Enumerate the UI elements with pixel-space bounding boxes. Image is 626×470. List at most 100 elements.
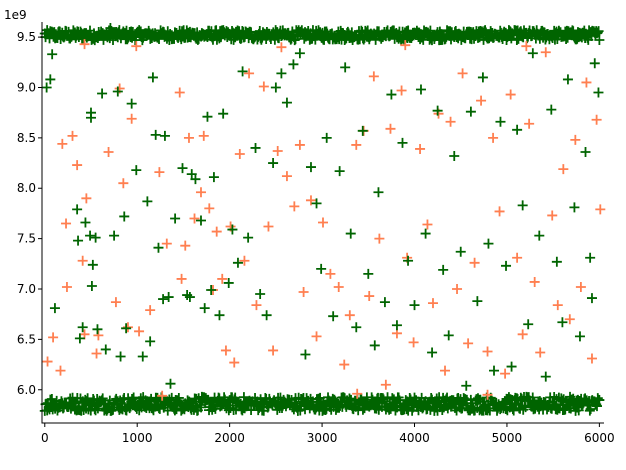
dense-band-2: [39, 391, 605, 416]
series-2-point-45: [202, 111, 213, 122]
series-2-point-7: [74, 333, 85, 344]
series-2-point-85: [420, 228, 431, 239]
series-2-point-108: [551, 256, 562, 267]
y-tick-label-9: 9.0: [17, 80, 36, 94]
series-2-point-95: [477, 72, 488, 83]
series-2-point-64: [300, 349, 311, 360]
series-2-point-61: [281, 97, 292, 108]
series-2-point-19: [105, 23, 116, 34]
series-1-point-98: [591, 114, 602, 125]
scatter-points-layer: [41, 23, 606, 401]
series-1-point-78: [476, 95, 487, 106]
series-2-point-100: [506, 361, 517, 372]
series-2-point-20: [109, 230, 120, 241]
series-1-point-72: [440, 365, 451, 376]
series-1-point-85: [517, 329, 528, 340]
series-1-point-65: [396, 85, 407, 96]
series-2-point-112: [574, 331, 585, 342]
series-2-point-34: [159, 130, 170, 141]
series-2-point-6: [73, 235, 84, 246]
series-1-point-37: [229, 357, 240, 368]
series-1-point-13: [93, 330, 104, 341]
series-1-point-25: [176, 273, 187, 284]
series-2-point-57: [261, 310, 272, 321]
series-1-point-4: [57, 138, 68, 149]
series-1-point-67: [408, 337, 419, 348]
series-2-point-73: [351, 322, 362, 333]
series-1-point-57: [351, 139, 362, 150]
series-2-point-87: [432, 105, 443, 116]
series-2-point-67: [316, 263, 327, 274]
series-2-point-37: [170, 213, 181, 224]
series-2-point-80: [391, 320, 402, 331]
series-2-point-12: [85, 112, 96, 123]
series-1-point-18: [122, 322, 133, 333]
series-1-point-3: [55, 365, 66, 376]
series-2-point-58: [268, 158, 279, 169]
series-2-point-1: [41, 82, 52, 93]
series-1-point-19: [126, 113, 137, 124]
series-1-point-39: [239, 255, 250, 266]
series-1-point-63: [385, 123, 396, 134]
series-2-point-8: [77, 322, 88, 333]
series-2-point-75: [363, 268, 374, 279]
x-tick-label-4000: 4000: [399, 431, 430, 445]
series-2-point-110: [562, 74, 573, 85]
series-2-point-107: [546, 104, 557, 115]
series-1-point-21: [145, 305, 156, 316]
series-1-point-83: [505, 89, 516, 100]
series-1-point-15: [110, 297, 121, 308]
series-2-point-84: [415, 84, 426, 95]
dense-band-layer: [39, 25, 605, 416]
series-1-point-74: [452, 283, 463, 294]
series-2-point-60: [276, 68, 287, 79]
series-1-point-43: [263, 221, 274, 232]
series-2-point-15: [90, 232, 101, 243]
series-2-point-10: [85, 230, 96, 241]
series-1-point-14: [103, 146, 114, 157]
x-tick-label-5000: 5000: [492, 431, 523, 445]
series-1-point-84: [512, 252, 523, 263]
x-tick-label-1000: 1000: [122, 431, 153, 445]
series-2-point-68: [321, 132, 332, 143]
series-2-point-96: [483, 238, 494, 249]
series-1-point-76: [463, 338, 474, 349]
series-2-point-105: [534, 230, 545, 241]
series-2-point-102: [517, 200, 528, 211]
series-1-point-94: [570, 134, 581, 145]
series-1-point-79: [482, 346, 493, 357]
series-2-point-42: [190, 174, 201, 185]
series-2-point-114: [585, 252, 596, 263]
series-1-point-35: [220, 345, 231, 356]
series-2-point-25: [126, 98, 137, 109]
series-2-point-69: [328, 311, 339, 322]
series-2-point-74: [357, 125, 368, 136]
series-1-point-101: [131, 41, 142, 52]
series-1-point-69: [422, 219, 433, 230]
series-2-point-76: [369, 340, 380, 351]
series-2-point-14: [87, 259, 98, 270]
series-1-point-41: [251, 300, 262, 311]
series-2-point-53: [237, 66, 248, 77]
series-1-point-28: [189, 213, 200, 224]
series-1-point-59: [364, 291, 375, 302]
series-2-point-104: [527, 48, 538, 59]
series-1-point-1: [42, 356, 53, 367]
series-1-point-87: [529, 276, 540, 287]
series-1-point-89: [540, 47, 551, 58]
series-2-point-32: [153, 242, 164, 253]
y-tick-label-7: 7.0: [17, 282, 36, 296]
series-2-point-56: [255, 289, 266, 300]
series-1-point-29: [195, 187, 206, 198]
series-1-point-30: [198, 130, 209, 141]
series-2-point-9: [80, 217, 91, 228]
series-1-point-54: [333, 281, 344, 292]
series-1-point-42: [258, 81, 269, 92]
series-2-point-31: [150, 129, 161, 140]
series-1-point-95: [575, 281, 586, 292]
series-2-point-49: [218, 108, 229, 119]
series-1-point-51: [311, 331, 322, 342]
series-2-point-52: [232, 257, 243, 268]
series-1-point-77: [469, 257, 480, 268]
